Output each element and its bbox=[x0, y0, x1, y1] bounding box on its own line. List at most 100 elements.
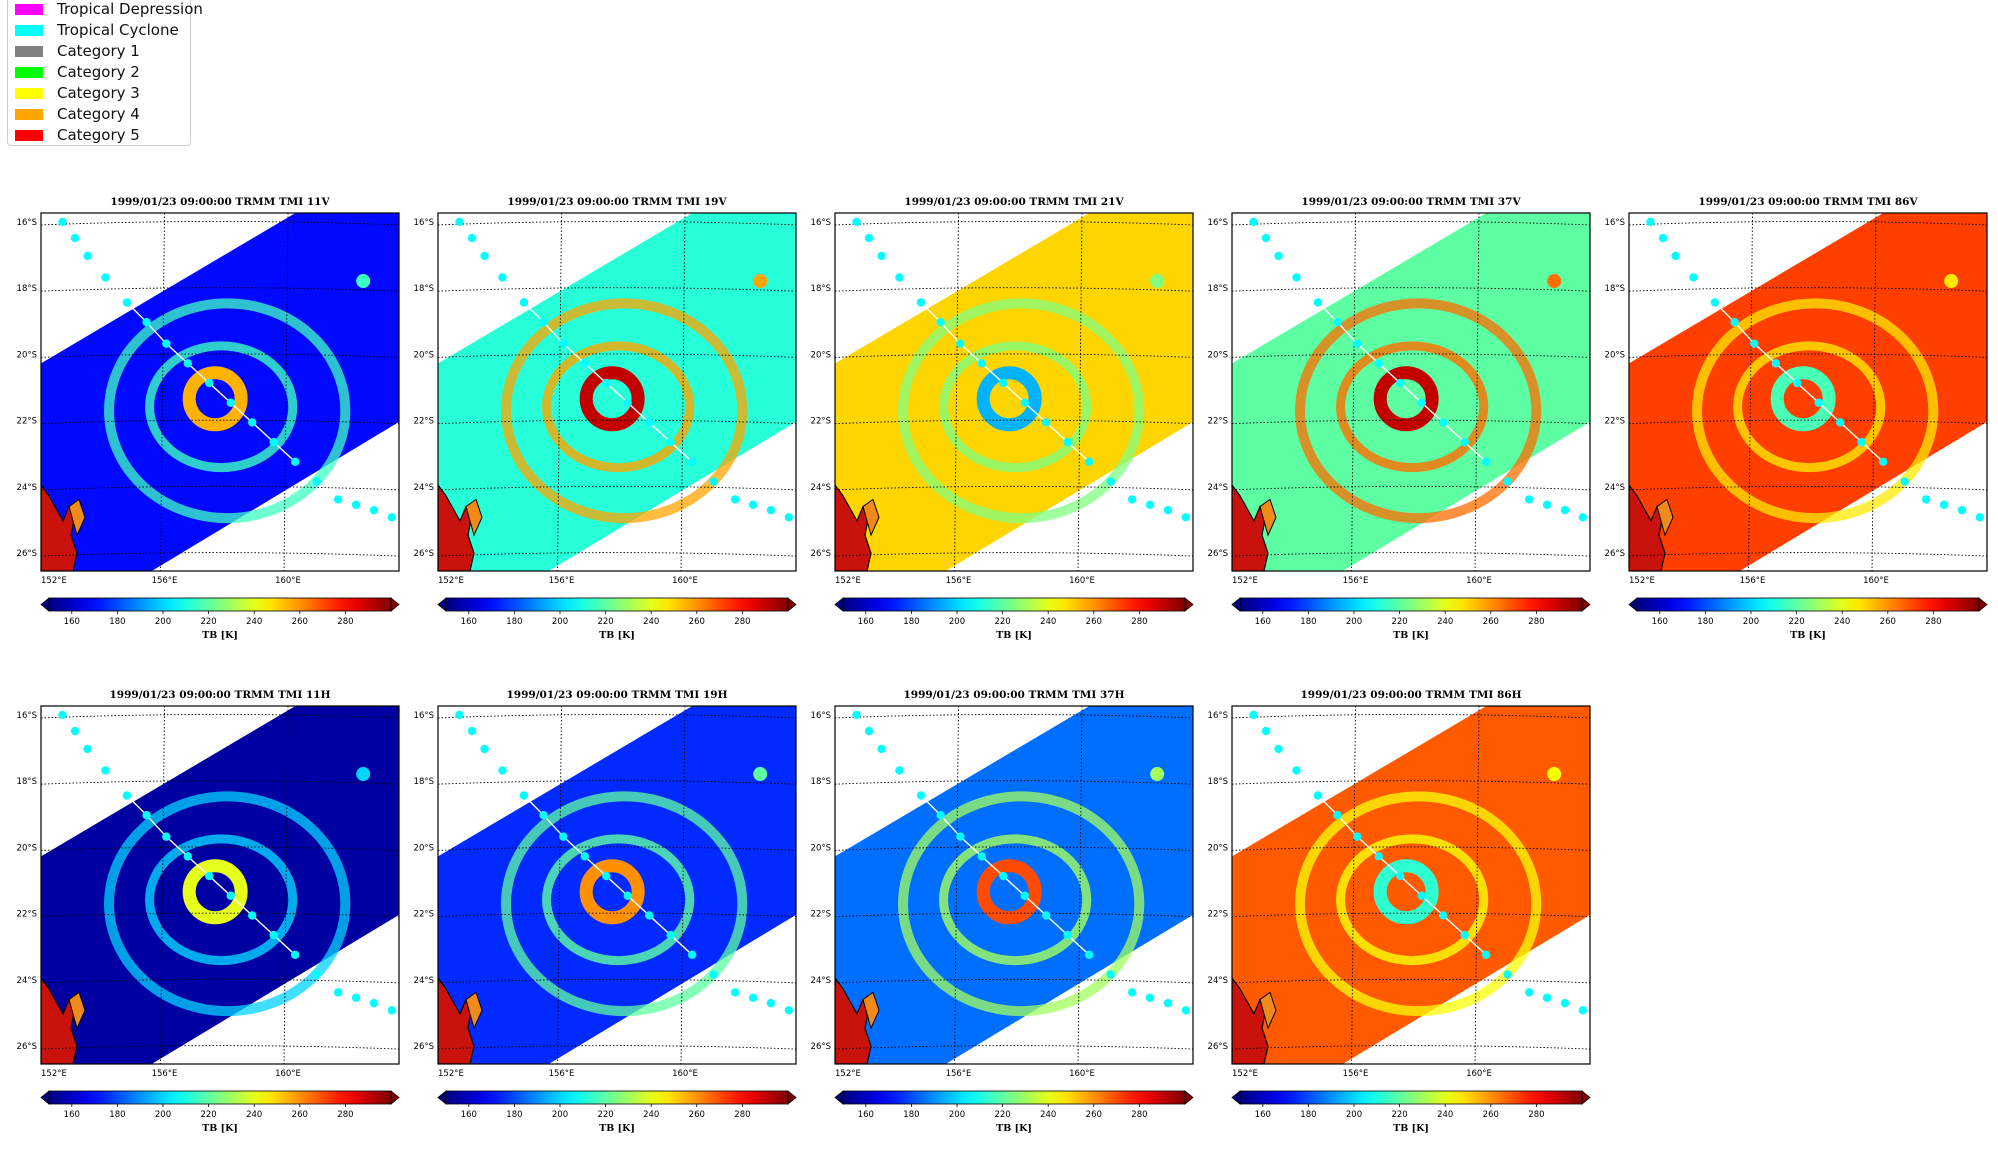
latitude-line bbox=[41, 846, 399, 851]
rainband-inner bbox=[1733, 341, 1886, 473]
latitude-line bbox=[438, 780, 796, 785]
track-point bbox=[1560, 505, 1570, 515]
rainband-inner bbox=[939, 834, 1092, 966]
track-point bbox=[1145, 993, 1155, 1002]
track-point bbox=[369, 998, 379, 1008]
lat-label: 16°S bbox=[17, 711, 37, 721]
latitude-line bbox=[41, 912, 399, 918]
colorbar-tick-label: 160 bbox=[858, 617, 874, 627]
land-coast bbox=[1259, 991, 1277, 1030]
track-point bbox=[936, 810, 945, 820]
track-point bbox=[1292, 766, 1301, 775]
track-point bbox=[1671, 251, 1680, 261]
colorbar-tick-label: 260 bbox=[689, 617, 705, 627]
track-point bbox=[1106, 970, 1115, 979]
rainband-outer bbox=[898, 791, 1145, 1017]
latitude-line bbox=[1629, 221, 1987, 226]
rainband-inner bbox=[939, 341, 1092, 473]
colorbar-tick-label: 260 bbox=[1086, 617, 1102, 627]
colorbar-tick-label: 180 bbox=[109, 1110, 125, 1120]
land-coast bbox=[862, 991, 880, 1030]
latitude-line bbox=[438, 912, 796, 918]
colorbar-label: TB [K] bbox=[202, 630, 238, 641]
rainband-inner bbox=[542, 834, 695, 966]
map-panel-19V: 1999/01/23 09:00:00 TRMM TMI 19V 16°S 18°S… bbox=[414, 196, 814, 641]
legend-swatch bbox=[15, 24, 43, 36]
lat-label: 18°S bbox=[1605, 284, 1625, 294]
track-point bbox=[1313, 298, 1323, 307]
track-point bbox=[83, 251, 92, 261]
track-point bbox=[269, 437, 278, 447]
storm-eye bbox=[603, 389, 622, 408]
track-point bbox=[916, 298, 926, 307]
colorbar: 160 180 200 220 240 260 280 TB [K] bbox=[437, 597, 797, 641]
latitude-line bbox=[438, 221, 796, 226]
storm-eye bbox=[206, 389, 225, 408]
track-point bbox=[580, 852, 589, 861]
track-point bbox=[748, 993, 758, 1002]
track-point bbox=[1396, 871, 1405, 881]
colorbar-tick-label: 200 bbox=[1346, 617, 1362, 627]
lon-label: 160°E bbox=[1069, 576, 1095, 586]
latitude-line bbox=[1629, 552, 1987, 557]
legend-item: Category 4 bbox=[15, 104, 140, 124]
colorbar: 160 180 200 220 240 260 280 TB [K] bbox=[834, 1090, 1194, 1134]
colorbar-tick-label: 200 bbox=[1346, 1110, 1362, 1120]
rainband-outer bbox=[501, 298, 748, 524]
track-point bbox=[162, 832, 171, 841]
longitude-line bbox=[1351, 706, 1356, 1064]
track-point bbox=[645, 911, 654, 920]
lat-label: 24°S bbox=[17, 483, 37, 493]
lat-label: 22°S bbox=[811, 417, 831, 427]
track-point bbox=[1417, 398, 1426, 407]
lat-label: 24°S bbox=[414, 483, 434, 493]
track-point bbox=[1333, 317, 1342, 327]
lon-label: 160°E bbox=[672, 576, 698, 586]
track-point bbox=[1374, 359, 1383, 368]
track-point bbox=[1084, 950, 1094, 960]
track-point bbox=[351, 993, 361, 1002]
colorbar-tick-label: 160 bbox=[64, 1110, 80, 1120]
track-point bbox=[806, 520, 814, 528]
colorbar-tick-label: 260 bbox=[292, 617, 308, 627]
lat-label: 18°S bbox=[17, 777, 37, 787]
track-point bbox=[498, 766, 507, 775]
track-point bbox=[1975, 513, 1985, 522]
track-point bbox=[645, 418, 654, 427]
latitude-line bbox=[835, 353, 1193, 358]
track-point bbox=[480, 251, 489, 261]
colorbar: 160 180 200 220 240 260 280 TB [K] bbox=[40, 597, 400, 641]
colorbar-tick-label: 240 bbox=[1040, 1110, 1056, 1120]
lat-label: 26°S bbox=[414, 1042, 434, 1052]
colorbar-extend-min bbox=[1231, 1090, 1241, 1105]
colorbar-extend-min bbox=[1628, 597, 1638, 612]
map-panel-37H: 1999/01/23 09:00:00 TRMM TMI 37H 16°S 18°S… bbox=[811, 689, 1194, 1134]
longitude-line bbox=[1077, 706, 1083, 1064]
panel-title: 1999/01/23 09:00:00 TRMM TMI 21V bbox=[904, 196, 1124, 208]
track-point bbox=[1249, 710, 1258, 720]
colorbar-tick-label: 260 bbox=[1483, 617, 1499, 627]
track-point bbox=[977, 852, 986, 861]
latitude-line bbox=[438, 353, 796, 358]
colorbar-extend-max bbox=[390, 1090, 400, 1105]
track-point bbox=[936, 317, 945, 327]
track-point bbox=[1353, 339, 1362, 348]
latitude-line bbox=[41, 419, 399, 425]
colorbar: 160 180 200 220 240 260 280 TB [K] bbox=[437, 1090, 797, 1134]
colorbar-extend-min bbox=[40, 597, 50, 612]
colorbar-label: TB [K] bbox=[202, 1123, 238, 1134]
latitude-line bbox=[835, 846, 1193, 851]
lon-label: 152°E bbox=[1232, 1069, 1258, 1079]
track-point bbox=[1600, 1013, 1608, 1021]
colorbar-extend-max bbox=[1978, 597, 1988, 612]
land-coast bbox=[1656, 498, 1674, 537]
colorbar-tick-label: 240 bbox=[1437, 617, 1453, 627]
track-point bbox=[1261, 726, 1271, 736]
track-point bbox=[1957, 505, 1967, 515]
colorbar-tick-label: 160 bbox=[461, 1110, 477, 1120]
track-point bbox=[226, 398, 235, 407]
track-point bbox=[709, 970, 718, 979]
colorbar-tick-label: 160 bbox=[1652, 617, 1668, 627]
legend-swatch bbox=[15, 108, 43, 120]
track-point bbox=[1503, 970, 1512, 979]
